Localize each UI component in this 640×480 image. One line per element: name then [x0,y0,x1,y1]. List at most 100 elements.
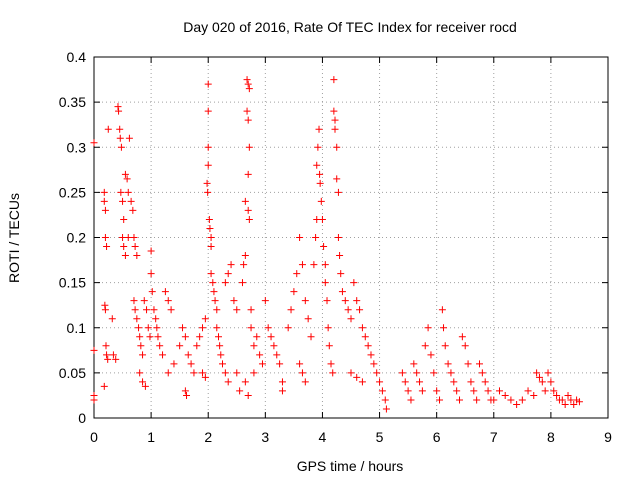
data-point [120,243,128,251]
x-tick-label: 8 [547,429,555,445]
data-point [243,76,251,84]
data-point [224,270,232,278]
data-point [436,396,444,404]
data-point [476,360,483,368]
data-point [125,134,133,142]
data-point [276,360,284,368]
data-point [101,206,109,214]
data-point [164,369,172,377]
data-point [139,378,147,386]
data-point [127,197,135,205]
data-point [304,315,312,323]
data-point [221,279,229,287]
data-point [117,143,125,151]
data-point [116,134,124,142]
data-point [261,297,269,305]
data-point [199,324,207,332]
data-point [441,342,449,350]
data-point [370,360,378,368]
data-point [244,116,252,124]
data-point [213,306,221,314]
data-point [530,391,538,399]
data-point [401,378,409,386]
data-point [253,333,261,341]
data-point [329,369,337,377]
data-point [341,297,349,305]
data-point [147,247,155,255]
data-point [154,333,162,341]
data-point [317,197,325,205]
data-point [440,324,448,332]
data-point [227,261,235,269]
data-point [148,288,156,296]
data-point [241,378,249,386]
data-point [453,387,461,395]
data-point [123,175,131,183]
data-point [373,369,381,377]
data-point [478,369,486,377]
data-point [353,297,361,305]
y-tick-label: 0.25 [59,184,86,200]
data-point [121,170,129,178]
data-point [473,396,481,404]
data-point [213,324,221,332]
data-point [421,342,429,350]
data-point [296,360,304,368]
x-tick-label: 4 [319,429,327,445]
data-point [184,351,192,359]
data-point [367,351,375,359]
data-point [176,342,184,350]
data-point [164,297,172,305]
data-point [481,378,489,386]
data-point [103,351,111,359]
x-tick-label: 2 [204,429,212,445]
data-point [336,252,344,260]
data-point [321,279,329,287]
data-point [334,234,342,241]
x-tick-label: 1 [147,429,155,445]
data-point [146,333,154,341]
data-point [90,139,98,147]
data-point [484,387,492,395]
data-point [244,391,252,399]
data-point [243,107,251,115]
data-point [296,234,304,241]
data-point [381,396,389,404]
data-point [139,351,147,359]
data-point [217,351,225,359]
data-point [450,378,458,386]
data-point [427,351,435,359]
data-point [456,396,464,404]
data-point [179,324,187,332]
data-points [90,76,583,413]
data-point [114,103,122,111]
data-point [141,382,149,390]
data-point [230,297,238,305]
data-point [315,125,323,133]
data-point [193,342,201,350]
data-point [316,170,324,178]
data-point [238,279,246,287]
data-point [324,324,332,332]
data-point [298,369,306,377]
data-point [547,378,555,386]
data-point [538,378,546,386]
data-point [241,197,249,205]
data-point [215,333,223,341]
data-point [104,125,112,133]
data-point [550,387,558,395]
data-point [413,369,421,377]
data-point [513,400,521,408]
data-point [544,369,552,377]
data-point [90,346,98,354]
data-point [156,342,164,350]
data-point [210,288,218,296]
data-point [233,369,241,377]
data-point [541,387,549,395]
data-point [467,378,475,386]
chart-title: Day 020 of 2016, Rate Of TEC Index for r… [183,19,517,35]
data-point [108,315,116,323]
data-point [398,369,406,377]
data-point [100,197,108,205]
data-point [558,396,566,404]
